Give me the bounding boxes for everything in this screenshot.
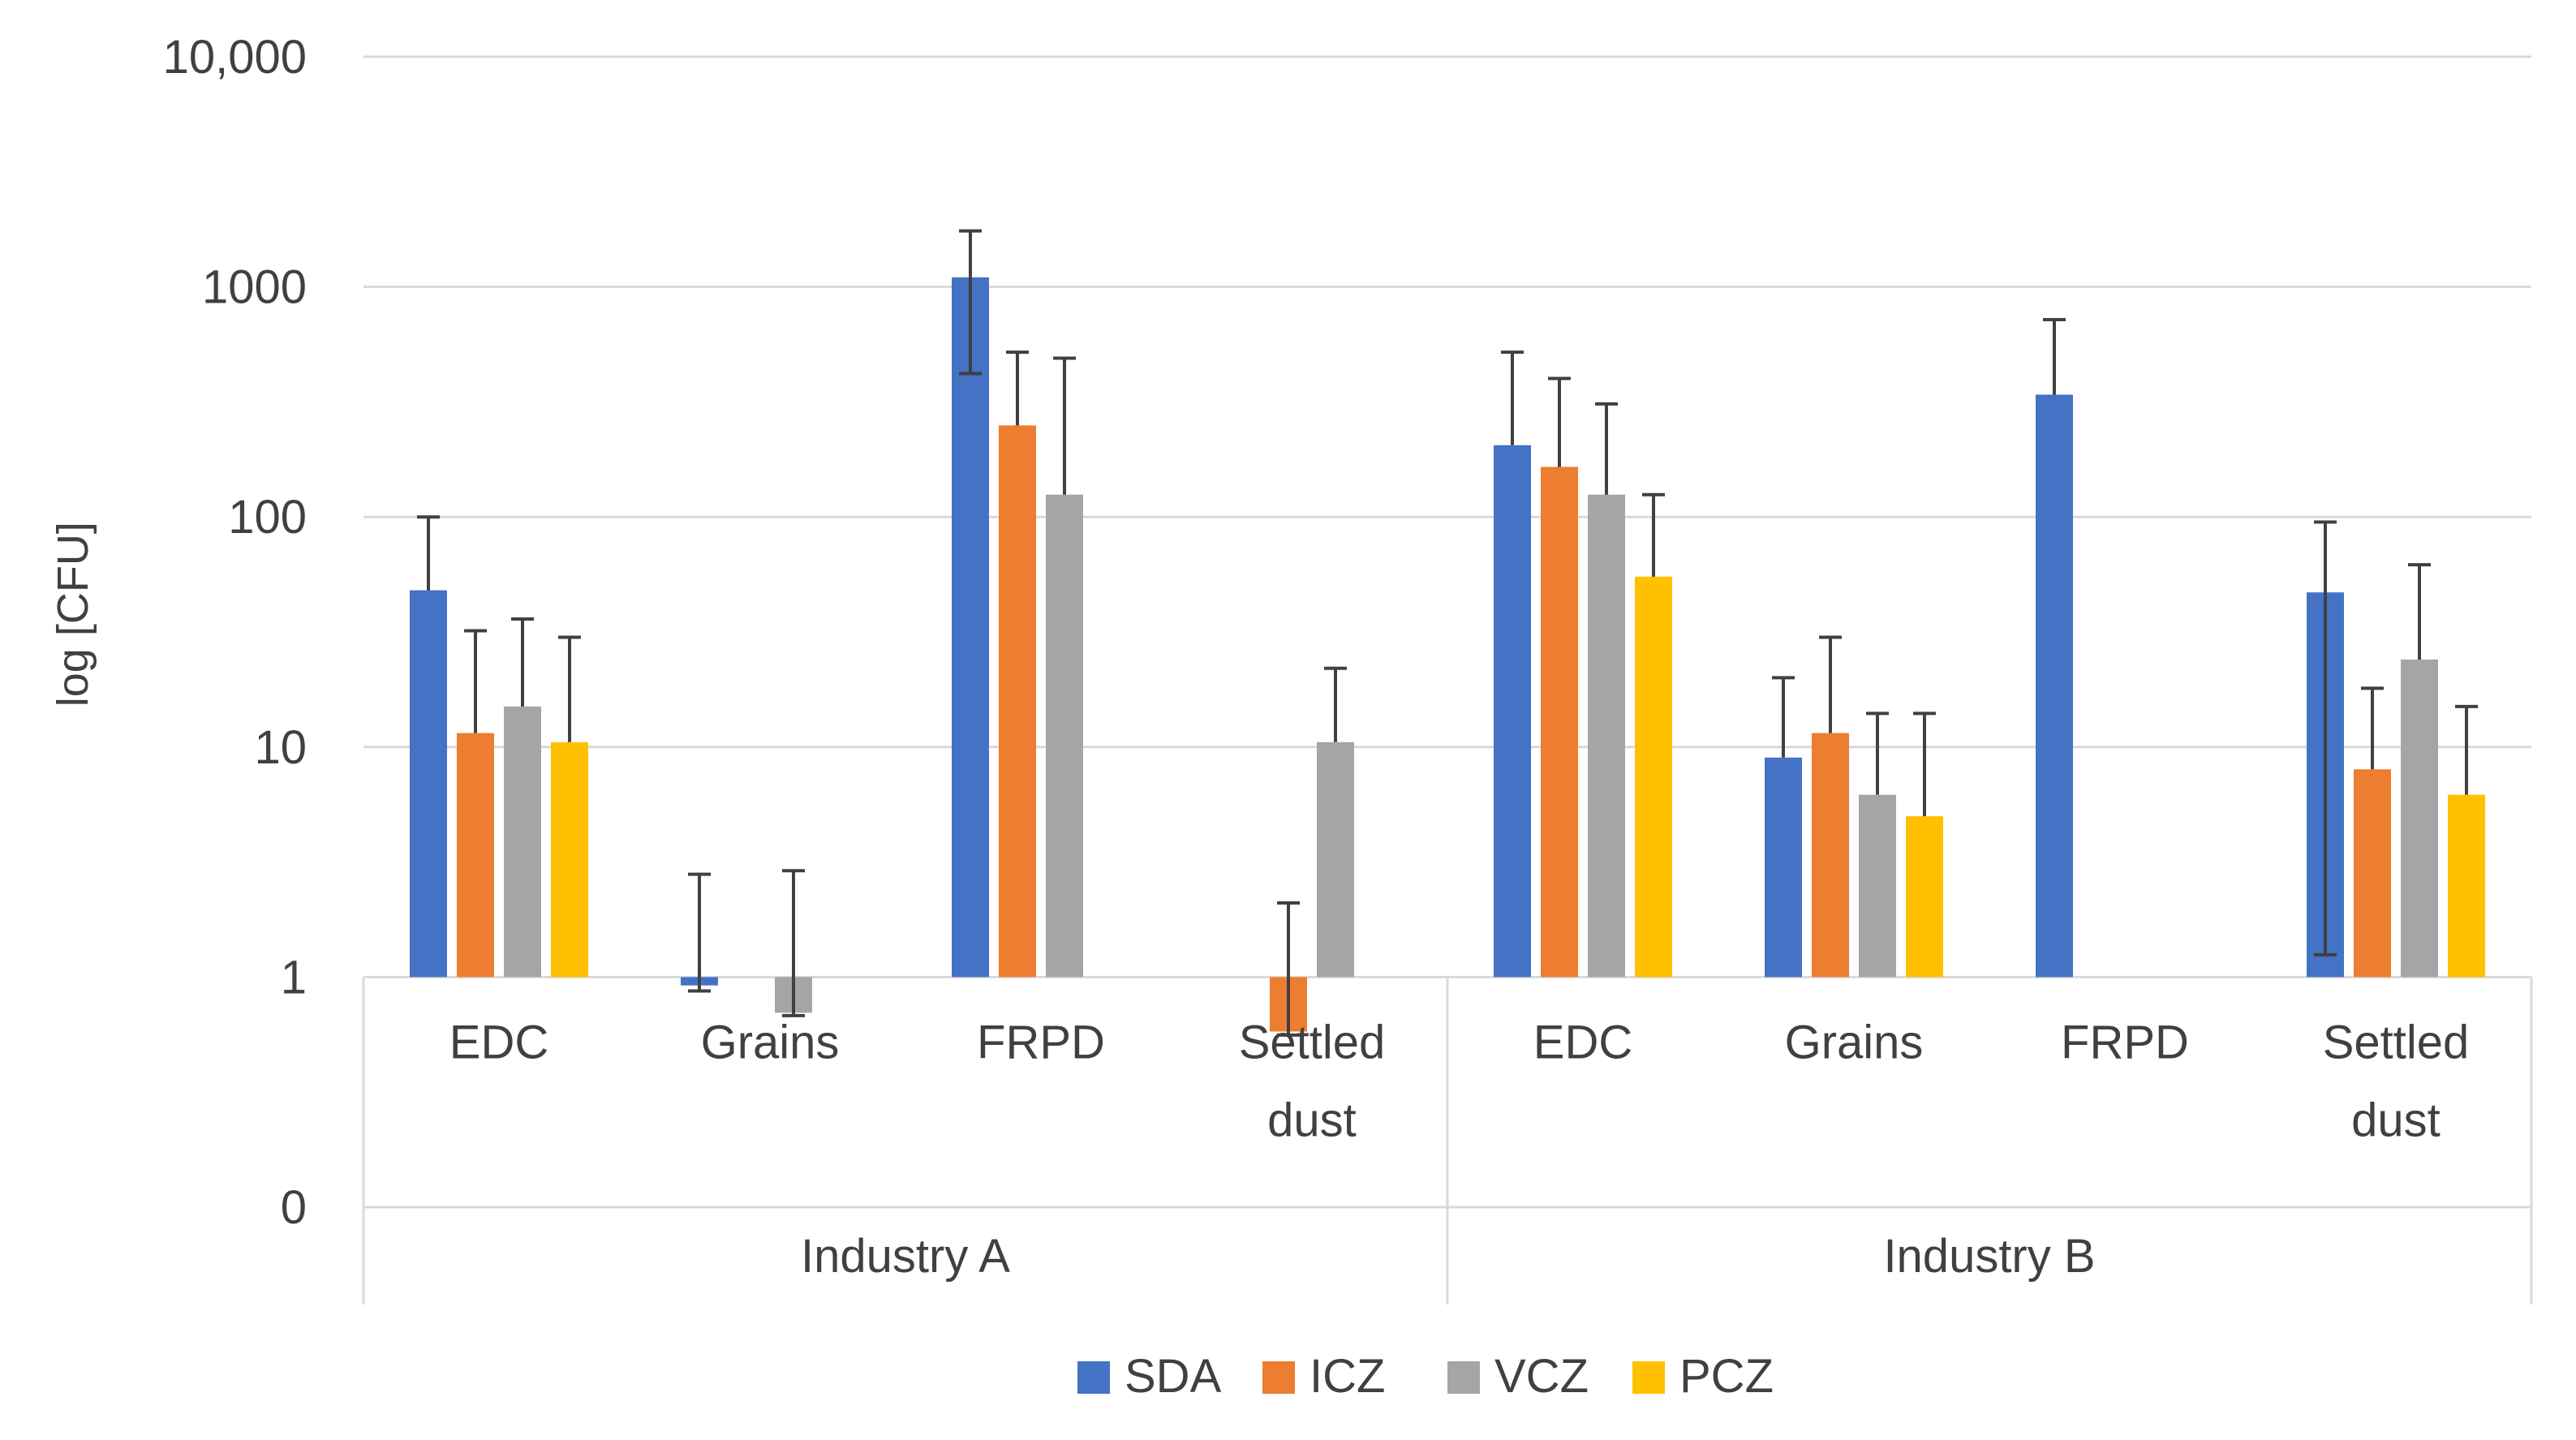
- x-group-label: Industry B: [1883, 1230, 2095, 1283]
- legend-label-sda: SDA: [1125, 1350, 1222, 1403]
- legend-swatch-pcz: [1632, 1361, 1665, 1394]
- x-category-label: Settled: [2323, 1016, 2470, 1068]
- bar-vcz: [1859, 794, 1896, 978]
- bar-vcz: [504, 706, 541, 978]
- bars: [410, 277, 2485, 1032]
- x-category-label: Grains: [701, 1016, 840, 1068]
- x-category-label: FRPD: [977, 1016, 1105, 1068]
- bar-sda: [410, 590, 447, 978]
- legend: SDA ICZ VCZ PCZ: [1077, 1350, 1774, 1403]
- x-category-label: EDC: [449, 1016, 548, 1068]
- bar-pcz: [2448, 794, 2485, 978]
- y-tick-label: 100: [228, 491, 307, 544]
- x-category-label: Grains: [1785, 1016, 1924, 1068]
- y-tick-label: 10: [254, 721, 307, 774]
- y-tick-label: 0: [281, 1181, 307, 1234]
- y-tick-label: 10,000: [163, 31, 307, 84]
- bar-vcz: [2401, 659, 2438, 978]
- x-category-label: EDC: [1533, 1016, 1632, 1068]
- legend-swatch-sda: [1077, 1361, 1110, 1394]
- legend-swatch-vcz: [1447, 1361, 1480, 1394]
- error-bars: [417, 229, 2478, 1037]
- bar-sda: [2036, 394, 2073, 978]
- bar-sda: [952, 277, 989, 978]
- x-category-label: dust: [2351, 1094, 2441, 1146]
- bar-sda: [1765, 757, 1802, 978]
- axis-labels: 0 1 10 100 1000 10,000 EDC Grains FRPD Settled dus…: [49, 31, 2469, 1283]
- gridlines: [363, 55, 2531, 749]
- bar-icz: [999, 425, 1036, 978]
- y-tick-label: 1: [281, 951, 307, 1004]
- bar-vcz: [1317, 741, 1354, 978]
- x-category-label: Settled: [1239, 1016, 1386, 1068]
- bar-pcz: [1906, 816, 1943, 978]
- legend-label-pcz: PCZ: [1679, 1350, 1774, 1403]
- legend-label-vcz: VCZ: [1494, 1350, 1589, 1403]
- legend-swatch-icz: [1262, 1361, 1295, 1394]
- bar-pcz: [1635, 576, 1672, 978]
- x-group-label: Industry A: [801, 1230, 1010, 1283]
- bar-pcz: [551, 741, 588, 978]
- bar-icz: [1812, 733, 1849, 978]
- axes: [362, 975, 2533, 1305]
- bar-vcz: [1588, 494, 1625, 978]
- legend-label-icz: ICZ: [1310, 1350, 1385, 1403]
- bar-icz: [2354, 769, 2391, 978]
- bar-icz: [1541, 466, 1578, 978]
- x-category-label: FRPD: [2061, 1016, 2189, 1068]
- bar-vcz: [1046, 494, 1083, 978]
- y-axis-title: log [CFU]: [49, 522, 97, 707]
- y-tick-label: 1000: [202, 261, 307, 314]
- bar-sda: [1494, 445, 1531, 978]
- x-category-label: dust: [1267, 1094, 1357, 1146]
- bar-icz: [457, 733, 494, 978]
